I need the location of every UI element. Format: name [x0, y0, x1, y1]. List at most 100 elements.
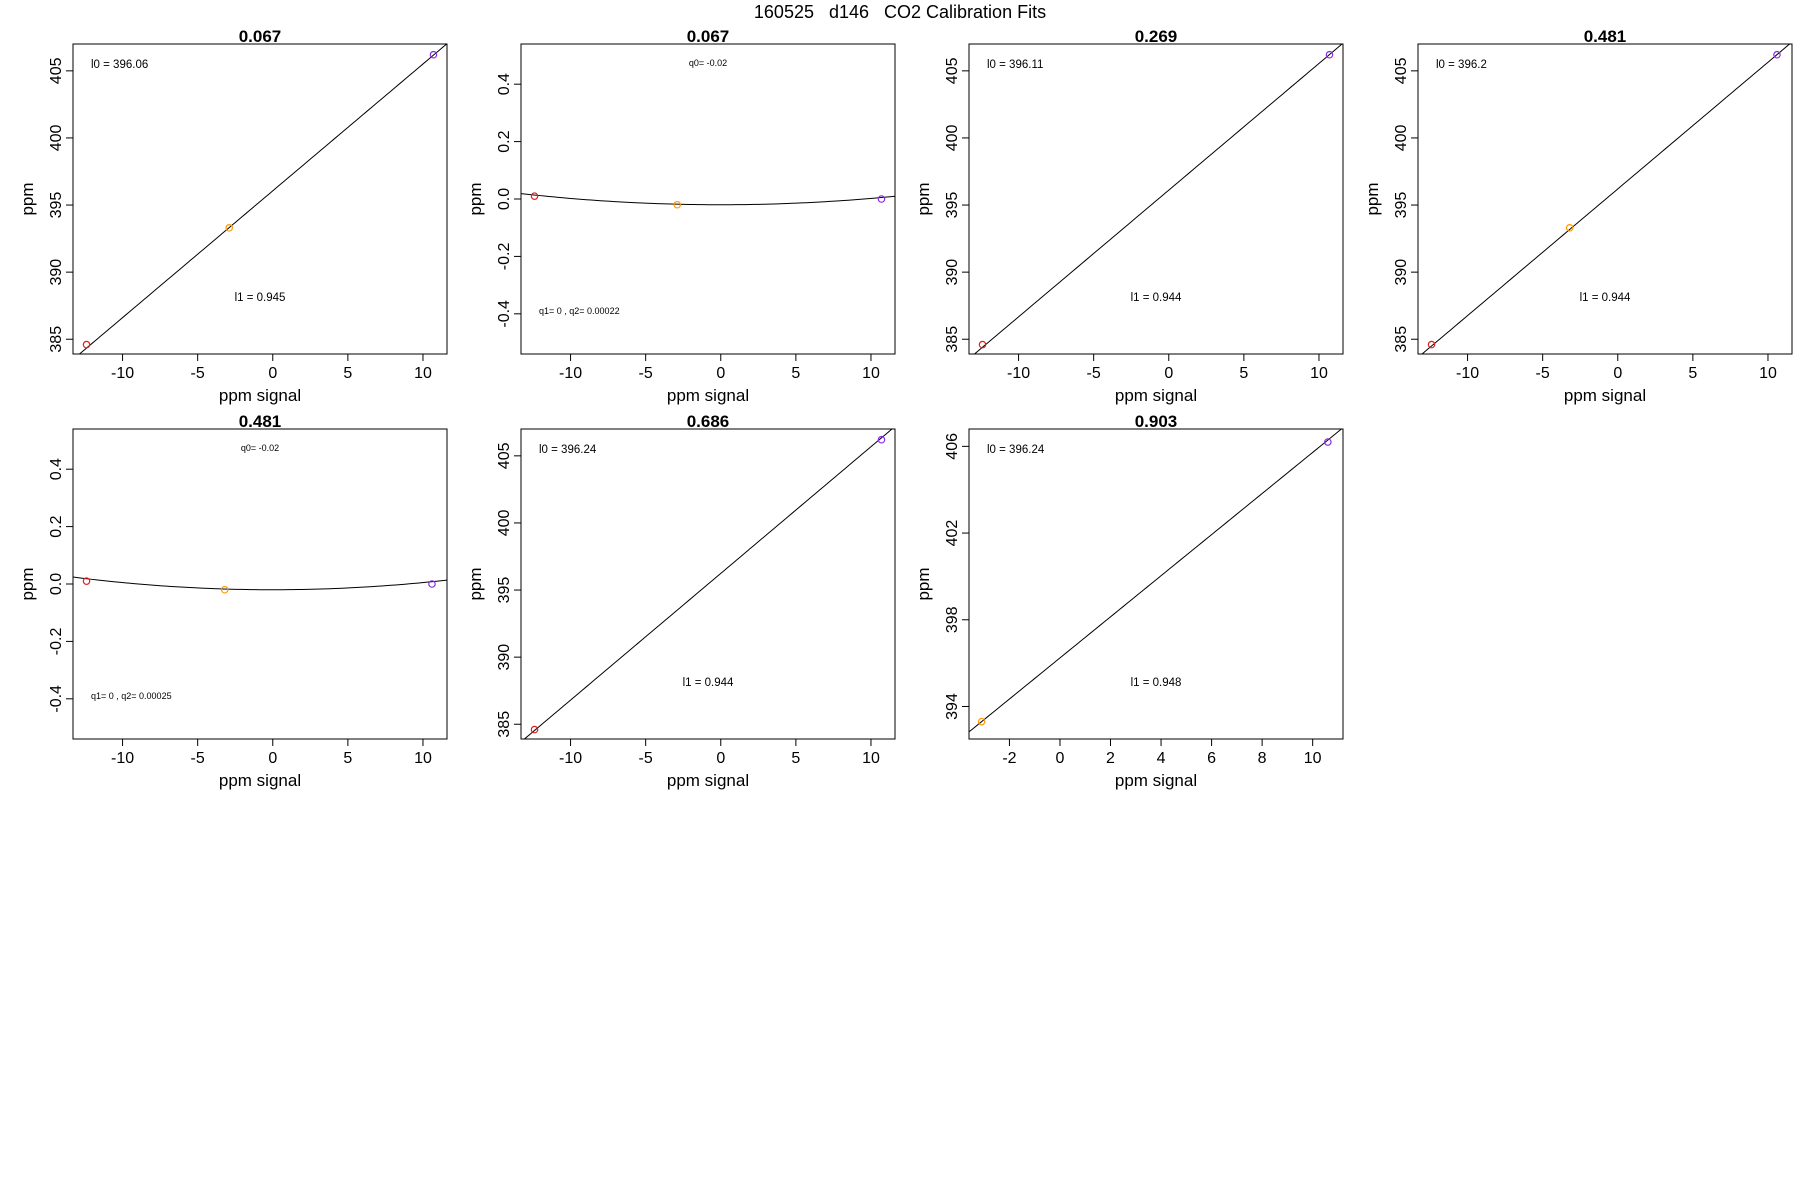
- x-axis-label: ppm signal: [667, 771, 749, 790]
- data-point: [1324, 438, 1332, 446]
- panel-title: 0.269: [1135, 27, 1178, 46]
- y-tick-label: 0.2: [48, 515, 65, 537]
- x-tick-label: 10: [1304, 750, 1322, 767]
- y-axis-label: ppm: [1363, 182, 1382, 215]
- x-tick-label: 10: [1310, 365, 1328, 382]
- x-tick-label: 5: [343, 365, 352, 382]
- panel-title: 0.067: [687, 27, 730, 46]
- y-tick-label: 395: [1393, 192, 1410, 219]
- y-tick-label: 385: [1393, 326, 1410, 353]
- x-axis-label: ppm signal: [1115, 771, 1197, 790]
- data-point: [530, 192, 539, 200]
- x-tick-label: 5: [791, 750, 800, 767]
- x-tick-label: 5: [343, 750, 352, 767]
- y-tick-label: 405: [944, 57, 961, 84]
- q1-q2-annotation: q1= 0 , q2= 0.00022: [539, 306, 620, 316]
- y-tick-label: 0.2: [496, 130, 513, 152]
- panel-title: 0.481: [1584, 27, 1627, 46]
- x-tick-label: 6: [1207, 750, 1216, 767]
- x-tick-label: 8: [1258, 750, 1267, 767]
- chart-svg: 0.903 -2 0 2 4 6 8 10 394 398 402 406 ppm signal ppm l…: [914, 412, 1344, 790]
- plot-frame: [520, 428, 896, 740]
- y-tick-label: 405: [496, 442, 513, 469]
- panel-title: 0.481: [239, 412, 282, 431]
- x-axis-label: ppm signal: [1564, 386, 1646, 405]
- slope-annotation: l1 = 0.945: [235, 292, 286, 304]
- y-tick-label: 0.0: [496, 188, 513, 210]
- x-tick-label: 0: [1613, 365, 1622, 382]
- x-tick-label: -10: [111, 750, 134, 767]
- y-tick-label: 395: [944, 192, 961, 219]
- x-tick-label: 10: [862, 365, 880, 382]
- slope-annotation: l1 = 0.948: [1131, 677, 1182, 689]
- x-tick-label: 2: [1106, 750, 1115, 767]
- x-axis-label: ppm signal: [219, 771, 301, 790]
- fit-line: [73, 576, 447, 591]
- calibration-panel: 0.481 -10 -5 0 5 10 385 390 395 400 405 ppm signal p…: [1345, 0, 1800, 410]
- q1-q2-annotation: q1= 0 , q2= 0.00025: [91, 691, 172, 701]
- data-point: [530, 725, 539, 734]
- x-axis-label: ppm signal: [667, 386, 749, 405]
- y-tick-label: 405: [48, 57, 65, 84]
- x-tick-label: -10: [1456, 365, 1479, 382]
- y-axis-label: ppm: [914, 567, 933, 600]
- x-axis-label: ppm signal: [1115, 386, 1197, 405]
- data-point: [428, 580, 436, 588]
- data-point: [1773, 50, 1781, 59]
- y-tick-label: 385: [48, 326, 65, 353]
- fit-line: [523, 429, 893, 739]
- x-tick-label: 0: [1056, 750, 1065, 767]
- x-tick-label: -10: [111, 365, 134, 382]
- x-tick-label: -10: [559, 750, 582, 767]
- calibration-panel: 0.269 -10 -5 0 5 10 385 390 395 400 405 ppm signal p…: [896, 0, 1356, 410]
- plot-frame: [72, 43, 448, 355]
- x-tick-label: 5: [1239, 365, 1248, 382]
- fit-line: [969, 429, 1343, 733]
- data-point: [1325, 50, 1334, 59]
- panel-title: 0.686: [687, 412, 730, 431]
- y-tick-label: 405: [1393, 57, 1410, 84]
- y-tick-label: 400: [48, 124, 65, 151]
- x-tick-label: -10: [559, 365, 582, 382]
- x-tick-label: 0: [268, 365, 277, 382]
- intercept-annotation: l0 = 396.24: [539, 444, 597, 456]
- data-point: [977, 717, 986, 726]
- x-tick-label: 4: [1157, 750, 1166, 767]
- slope-annotation: l1 = 0.944: [1131, 292, 1182, 304]
- x-tick-label: -10: [1007, 365, 1030, 382]
- slope-annotation: l1 = 0.944: [683, 677, 734, 689]
- y-tick-label: 385: [496, 711, 513, 738]
- data-point: [877, 435, 886, 444]
- x-tick-label: -5: [191, 750, 205, 767]
- y-tick-label: 385: [944, 326, 961, 353]
- chart-svg: 0.067 -10 -5 0 5 10 385 390 395 400 405 ppm signal p…: [18, 27, 448, 405]
- y-tick-label: 402: [944, 520, 961, 547]
- y-tick-label: 394: [944, 693, 961, 720]
- x-tick-label: 0: [268, 750, 277, 767]
- y-tick-label: -0.2: [48, 628, 65, 656]
- y-tick-label: 400: [496, 509, 513, 536]
- y-tick-label: 0.0: [48, 573, 65, 595]
- intercept-annotation: l0 = 396.06: [91, 59, 148, 71]
- calibration-panel: 0.481 -10 -5 0 5 10 -0.4 -0.2 0.0 0.2 0.4 ppm signa…: [0, 385, 460, 795]
- x-tick-label: 0: [716, 365, 725, 382]
- y-axis-label: ppm: [18, 567, 37, 600]
- x-tick-label: -5: [639, 750, 653, 767]
- q0-annotation: q0= -0.02: [241, 443, 279, 453]
- calibration-panel: 0.686 -10 -5 0 5 10 385 390 395 400 405 ppm signal p…: [448, 385, 908, 795]
- data-point: [1427, 340, 1436, 349]
- x-tick-label: 5: [1688, 365, 1697, 382]
- y-tick-label: 395: [496, 577, 513, 604]
- y-tick-label: -0.4: [48, 685, 65, 713]
- y-axis-label: ppm: [466, 567, 485, 600]
- chart-svg: 0.686 -10 -5 0 5 10 385 390 395 400 405 ppm signal p…: [466, 412, 896, 790]
- y-axis-label: ppm: [18, 182, 37, 215]
- x-tick-label: -2: [1002, 750, 1016, 767]
- x-tick-label: 10: [862, 750, 880, 767]
- calibration-panel: 0.067 -10 -5 0 5 10 -0.4 -0.2 0.0 0.2 0.4 ppm signa…: [448, 0, 908, 410]
- y-tick-label: 400: [1393, 124, 1410, 151]
- q0-annotation: q0= -0.02: [689, 58, 727, 68]
- x-tick-label: 0: [1164, 365, 1173, 382]
- fit-line: [1421, 44, 1791, 354]
- data-point: [978, 340, 987, 349]
